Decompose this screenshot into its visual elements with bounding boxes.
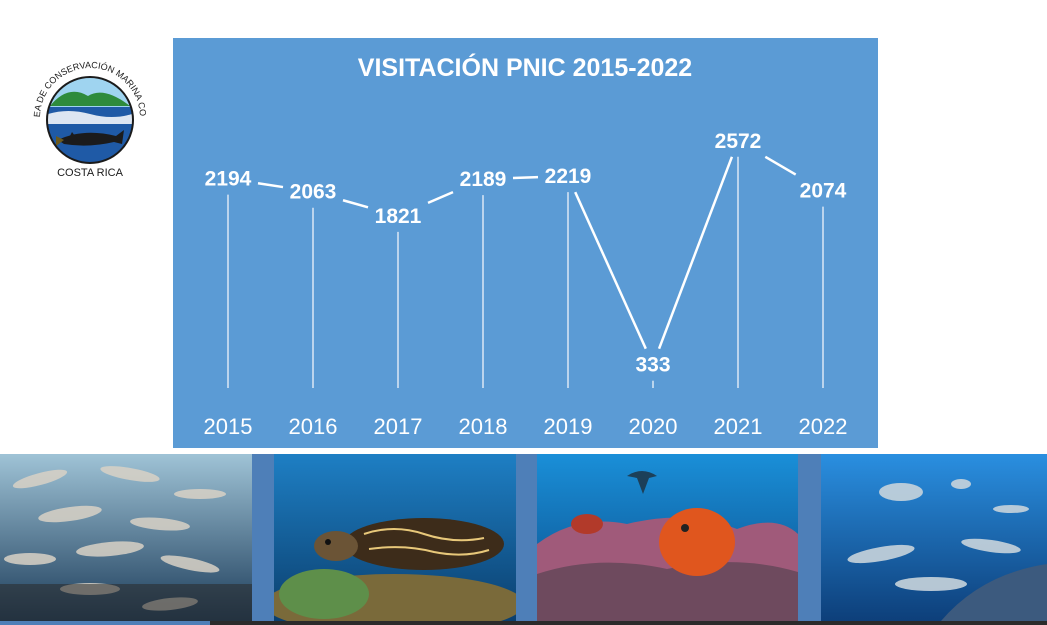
- series-line: [257, 155, 797, 350]
- data-label: 2074: [800, 180, 847, 203]
- series-line-segment: [512, 175, 539, 180]
- chart-title: VISITACIÓN PNIC 2015-2022: [358, 52, 692, 82]
- data-label: 1821: [375, 205, 422, 228]
- x-tick-label: 2019: [544, 414, 593, 439]
- series-line-segment: [427, 190, 454, 205]
- x-axis-ticks: 2015 2016 2017 2018 2019 2020 2021 2022: [204, 414, 848, 439]
- x-tick-label: 2022: [799, 414, 848, 439]
- data-label: 2194: [205, 168, 252, 191]
- photo-reef-sharks: [821, 454, 1047, 621]
- data-label: 2189: [460, 168, 507, 191]
- data-label: 2219: [545, 165, 592, 188]
- x-tick-label: 2015: [204, 414, 253, 439]
- data-labels: 2194 2063 1821 2189 2219 333 2572 2074: [205, 130, 847, 377]
- photo-frogfish: [537, 454, 798, 621]
- visitation-chart: VISITACIÓN PNIC 2015-2022 2194 2063 1821 21…: [173, 38, 878, 448]
- x-tick-label: 2021: [714, 414, 763, 439]
- data-label: 2063: [290, 181, 337, 204]
- series-line-segment: [764, 155, 797, 176]
- photo-shark-school: [0, 454, 252, 621]
- data-label: 333: [635, 354, 670, 377]
- x-tick-label: 2017: [374, 414, 423, 439]
- photo-strip: [0, 454, 1047, 625]
- series-line-segment: [574, 191, 647, 350]
- chart-canvas: VISITACIÓN PNIC 2015-2022 21942063182121…: [204, 52, 848, 439]
- data-label: 2572: [715, 130, 762, 153]
- frogfish-photo-icon: [537, 454, 798, 621]
- logo-country-text: COSTA RICA: [57, 167, 123, 179]
- series-line-segment: [257, 181, 284, 189]
- shark-school-photo-icon: [0, 454, 252, 621]
- x-tick-label: 2018: [459, 414, 508, 439]
- sea-turtle-photo-icon: [274, 454, 516, 621]
- x-tick-label: 2020: [629, 414, 678, 439]
- series-line-segment: [342, 199, 369, 209]
- series-line-segment: [657, 156, 734, 350]
- bottom-bar: [210, 621, 1047, 625]
- reef-sharks-photo-icon: [821, 454, 1047, 621]
- photo-sea-turtle: [274, 454, 516, 621]
- drop-lines: [227, 156, 824, 388]
- x-tick-label: 2016: [289, 414, 338, 439]
